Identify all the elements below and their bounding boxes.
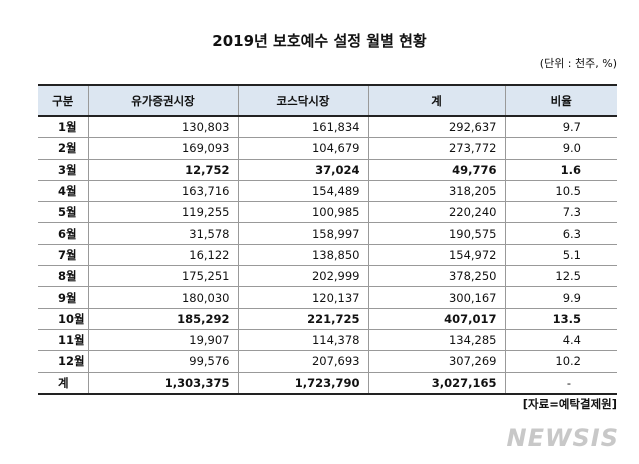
cell: 1,303,375 [87,371,238,395]
cell: 119,255 [87,201,238,224]
cell: 12,752 [87,158,238,181]
table-row: 4월 163,716 154,489 318,205 10.5 [38,179,617,203]
cell: 31,578 [87,222,238,245]
cell: 138,850 [237,243,368,267]
header-cell: 구분 [38,84,88,117]
row-label: 9월 [38,286,88,309]
table-row: 5월 119,255 100,985 220,240 7.3 [38,201,617,224]
cell: 207,693 [237,350,368,373]
cell: 175,251 [87,265,238,288]
cell: 407,017 [367,307,505,330]
cell: 49,776 [367,158,505,181]
cell: 9.0 [504,137,617,160]
cell: 100,985 [237,201,368,224]
cell: 10.2 [504,350,617,373]
table-row: 3월 12,752 37,024 49,776 1.6 [38,158,617,181]
cell: 220,240 [367,201,505,224]
cell: 104,679 [237,137,368,160]
cell: 378,250 [367,265,505,288]
header-cell: 유가증권시장 [87,84,238,117]
row-label: 6월 [38,222,88,245]
cell: 161,834 [237,115,368,139]
cell: 1,723,790 [237,371,368,395]
row-label: 4월 [38,179,88,203]
cell: 5.1 [504,243,617,267]
table-row: 1월 130,803 161,834 292,637 9.7 [38,115,617,139]
cell: 318,205 [367,179,505,203]
cell: 12.5 [504,265,617,288]
row-label: 12월 [38,350,88,373]
table-row: 9월 180,030 120,137 300,167 9.9 [38,286,617,309]
cell: 185,292 [87,307,238,330]
table-row: 8월 175,251 202,999 378,250 12.5 [38,265,617,288]
cell: 120,137 [237,286,368,309]
cell: 1.6 [504,158,617,181]
cell: 9.9 [504,286,617,309]
row-label: 계 [38,371,88,395]
cell: 180,030 [87,286,238,309]
cell: 154,489 [237,179,368,203]
cell: 163,716 [87,179,238,203]
cell: 169,093 [87,137,238,160]
cell: 292,637 [367,115,505,139]
cell: 134,285 [367,328,505,352]
row-label: 5월 [38,201,88,224]
cell: 19,907 [87,328,238,352]
cell: 7.3 [504,201,617,224]
cell: 99,576 [87,350,238,373]
cell: 307,269 [367,350,505,373]
unit-note: (단위 : 천주, %) [539,57,617,70]
cell: 4.4 [504,328,617,352]
cell: 6.3 [504,222,617,245]
cell: 221,725 [237,307,368,330]
source: [자료=예탁결제원] [522,397,617,411]
cell: 37,024 [237,158,368,181]
header-row: 구분 유가증권시장 코스닥시장 계 비율 [38,84,617,117]
table-row: 12월 99,576 207,693 307,269 10.2 [38,350,617,373]
table: 구분 유가증권시장 코스닥시장 계 비율 1월 130,803 161,834 292,637… [38,84,617,395]
cell: 154,972 [367,243,505,267]
table-row: 7월 16,122 138,850 154,972 5.1 [38,243,617,267]
row-label: 8월 [38,265,88,288]
cell: 13.5 [504,307,617,330]
cell: 114,378 [237,328,368,352]
table-row: 2월 169,093 104,679 273,772 9.0 [38,137,617,160]
cell: 158,997 [237,222,368,245]
cell: 10.5 [504,179,617,203]
cell: 202,999 [237,265,368,288]
table-row: 11월 19,907 114,378 134,285 4.4 [38,328,617,352]
table-row: 10월 185,292 221,725 407,017 13.5 [38,307,617,330]
cell: 3,027,165 [367,371,505,395]
table-row: 계 1,303,375 1,723,790 3,027,165- [38,371,617,395]
row-label: 11월 [38,328,88,352]
row-label: 10월 [38,307,88,330]
table-row: 6월 31,578 158,997 190,575 6.3 [38,222,617,245]
watermark: NEWSIS [506,424,619,452]
header-cell: 계 [367,84,505,117]
row-label: 2월 [38,137,88,160]
cell: 9.7 [504,115,617,139]
row-label: 7월 [38,243,88,267]
cell: 273,772 [367,137,505,160]
cell: 190,575 [367,222,505,245]
row-label: 3월 [38,158,88,181]
header-cell: 코스닥시장 [237,84,368,117]
table-body: 1월 130,803 161,834 292,637 9.7 2월 169,093 104,6… [38,115,617,395]
title: 2019년 보호예수 설정 월별 현황 [212,32,427,50]
cell: 16,122 [87,243,238,267]
cell: 130,803 [87,115,238,139]
header-cell: 비율 [504,84,617,117]
row-label: 1월 [38,115,88,139]
cell: 300,167 [367,286,505,309]
cell: - [504,371,617,395]
